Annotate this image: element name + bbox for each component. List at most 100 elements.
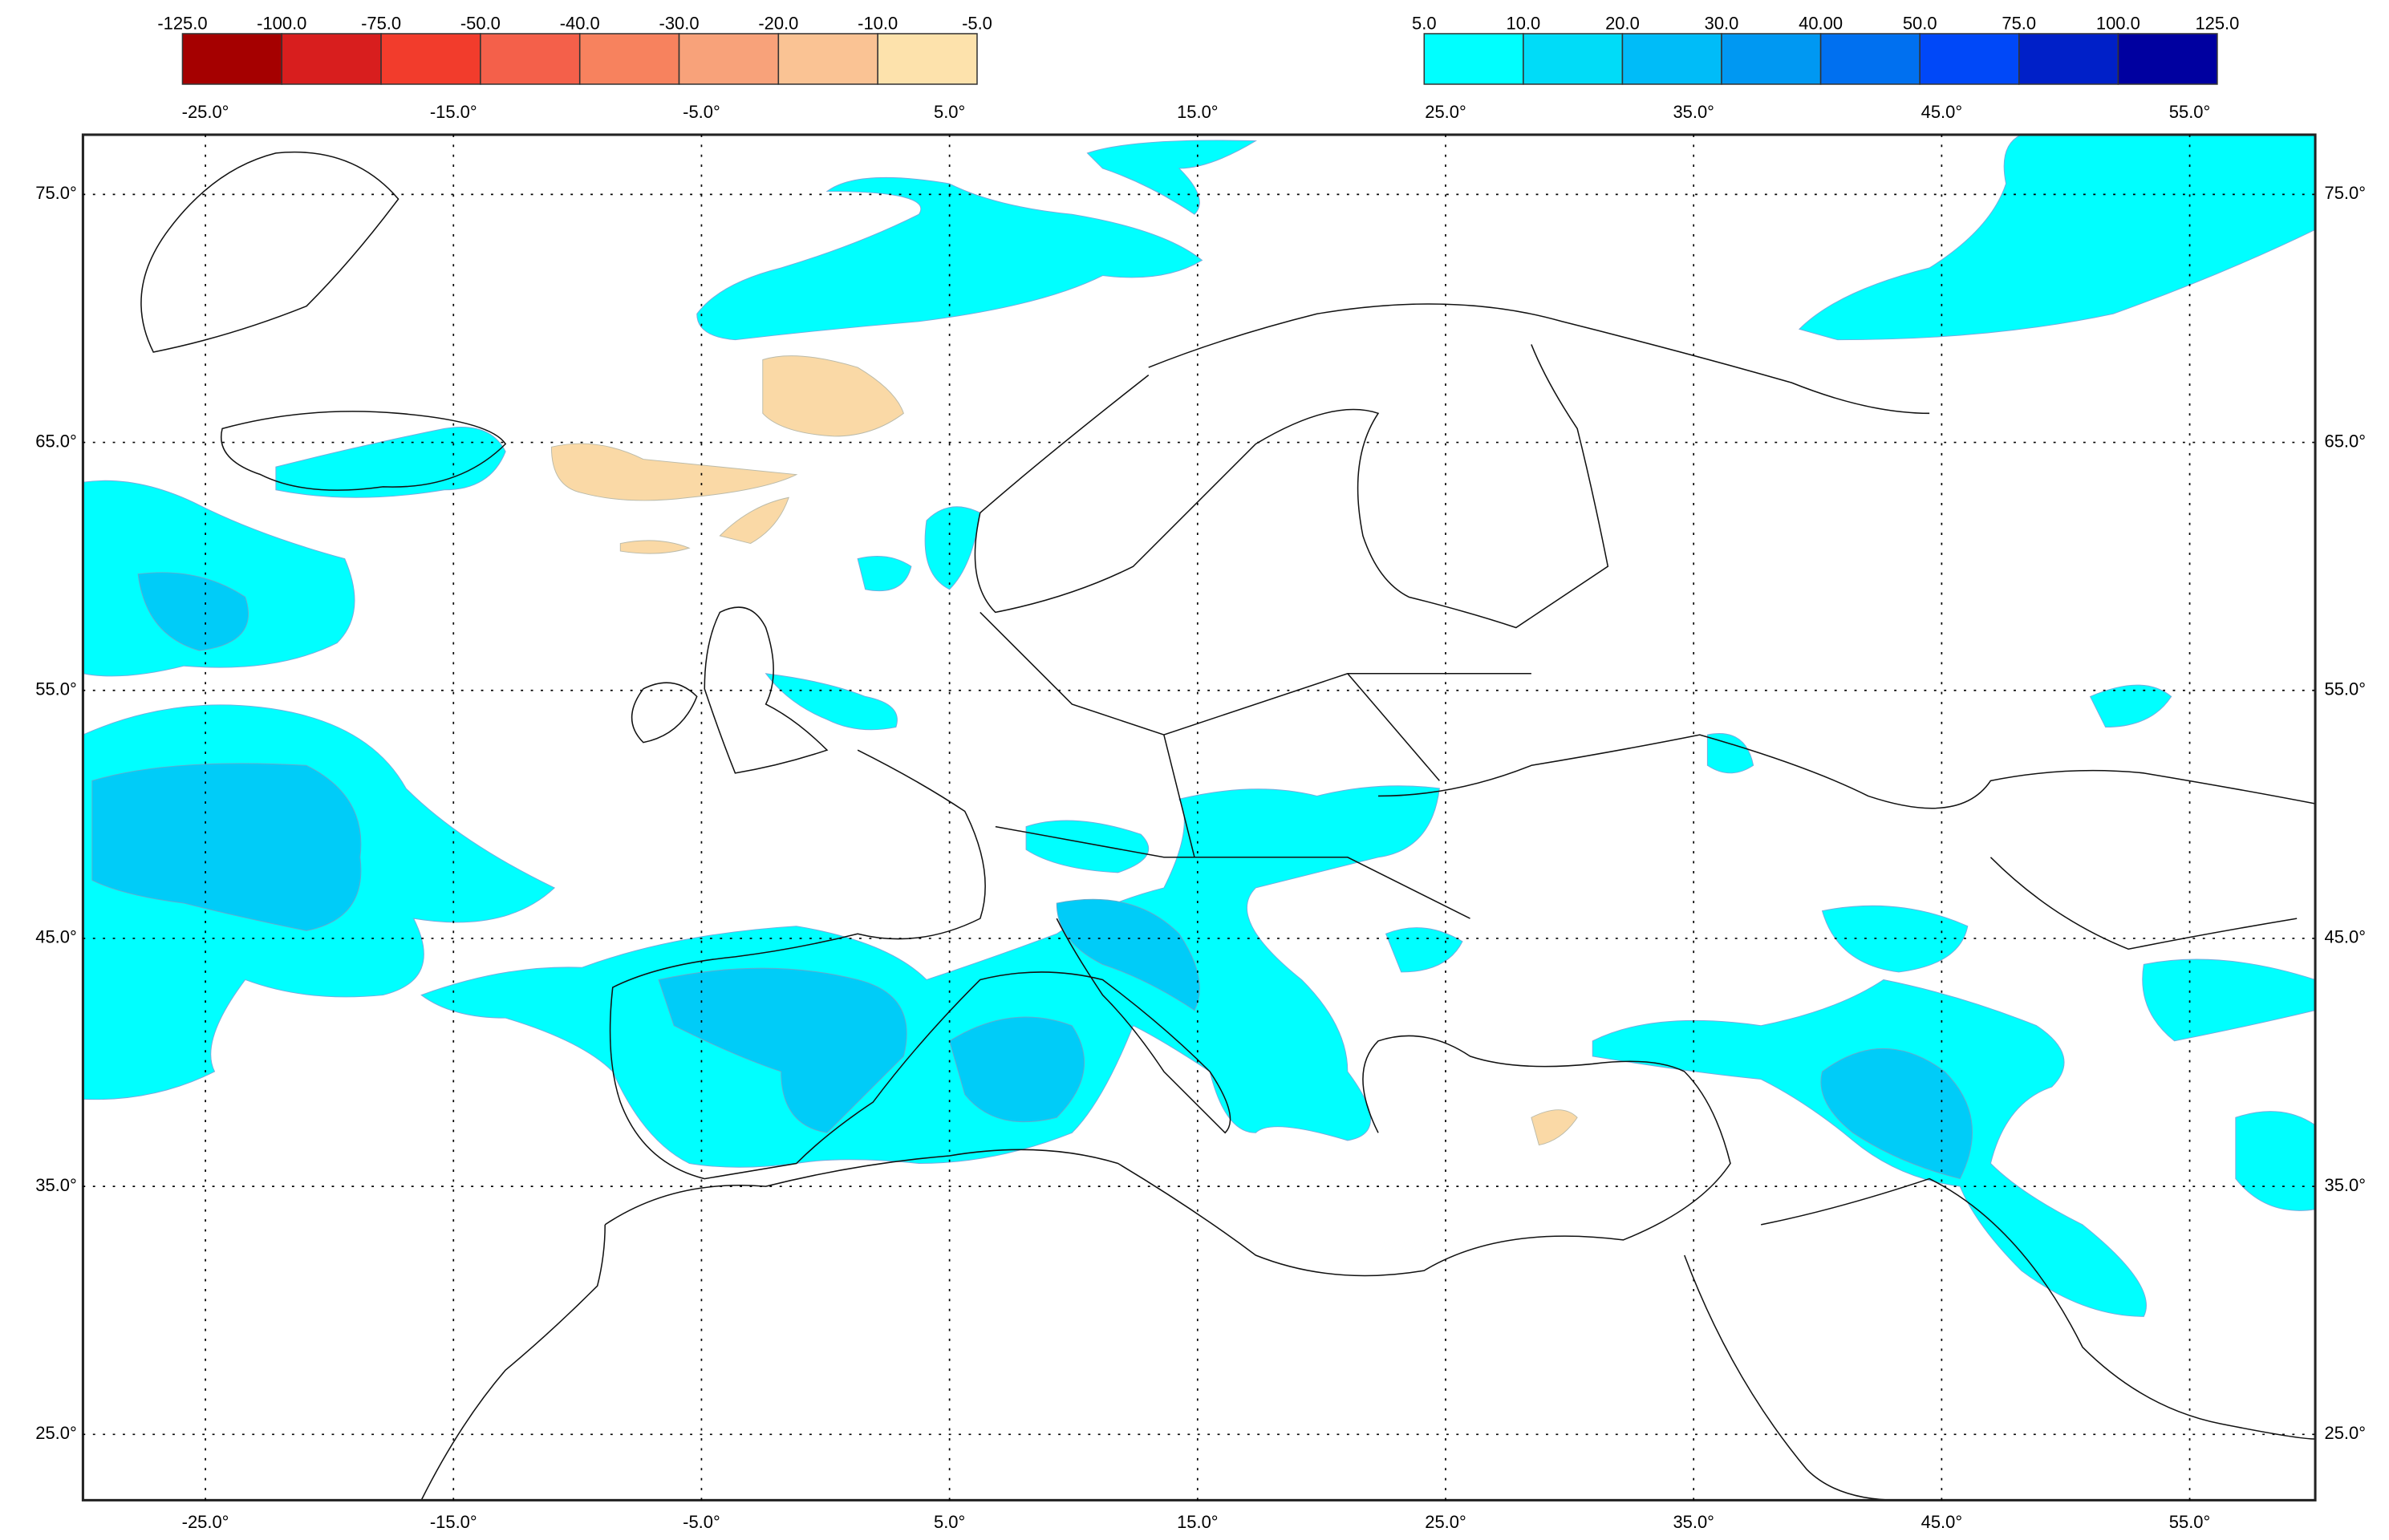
colorbar-box xyxy=(777,33,878,85)
colorbar-label: -50.0 xyxy=(460,13,501,33)
colorbar-box xyxy=(2018,33,2119,85)
lon-tick-label: -25.0° xyxy=(182,1512,229,1532)
anomaly-area xyxy=(719,496,789,545)
coastline xyxy=(221,411,507,491)
lon-tick-label: 5.0° xyxy=(934,102,965,122)
colorbar-label: 20.0 xyxy=(1605,13,1640,33)
colorbar-label: -75.0 xyxy=(361,13,401,33)
colorbar-box xyxy=(1721,33,1822,85)
anomaly-area xyxy=(696,176,1203,341)
colorbar-label: -100.0 xyxy=(257,13,306,33)
lat-tick-label: 55.0° xyxy=(35,679,76,699)
colorbar-box xyxy=(678,33,780,85)
colorbar-label: 125.0 xyxy=(2195,13,2239,33)
lon-tick-label: -15.0° xyxy=(430,1512,477,1532)
anomaly-area xyxy=(1086,140,1257,215)
colorbar-label: -5.0 xyxy=(962,13,992,33)
coastline xyxy=(604,1035,1731,1277)
lon-tick-label: 5.0° xyxy=(934,1512,965,1532)
colorbar-label: -10.0 xyxy=(858,13,898,33)
colorbar-label: 30.0 xyxy=(1705,13,1739,33)
lat-tick-label: 35.0° xyxy=(35,1175,76,1195)
anomaly-area xyxy=(550,443,798,501)
colorbar-label: -40.0 xyxy=(560,13,600,33)
lat-tick-label: 65.0° xyxy=(2325,431,2366,451)
lon-tick-label: 25.0° xyxy=(1425,102,1466,122)
coastline xyxy=(420,1177,2316,1502)
anomaly-area xyxy=(91,763,362,931)
lon-tick-label: -15.0° xyxy=(430,102,477,122)
colorbar-box xyxy=(2117,33,2218,85)
coastlines xyxy=(140,151,2316,1502)
lat-tick-label: 25.0° xyxy=(35,1423,76,1443)
colorbar-label: 75.0 xyxy=(2002,13,2036,33)
lon-tick-label: 35.0° xyxy=(1673,102,1714,122)
anomaly-area xyxy=(949,1016,1085,1123)
coastline xyxy=(1378,734,2316,950)
coastline xyxy=(631,606,829,774)
colorbar-box xyxy=(1423,33,1524,85)
lon-tick-label: 25.0° xyxy=(1425,1512,1466,1532)
colorbar-box xyxy=(480,33,581,85)
colorbar-label: 50.0 xyxy=(1903,13,1937,33)
lon-tick-label: -25.0° xyxy=(182,102,229,122)
lon-tick-label: 15.0° xyxy=(1177,102,1218,122)
lon-tick-label: 55.0° xyxy=(2169,1512,2210,1532)
lon-tick-label: 45.0° xyxy=(1921,102,1962,122)
colorbar-label: 100.0 xyxy=(2096,13,2140,33)
colorbar-box xyxy=(1523,33,1624,85)
lon-tick-label: 15.0° xyxy=(1177,1512,1218,1532)
anomaly-area xyxy=(2235,1111,2316,1211)
lon-tick-label: 45.0° xyxy=(1921,1512,1962,1532)
lat-tick-label: 25.0° xyxy=(2325,1423,2366,1443)
map-frame xyxy=(81,133,2317,1502)
colorbar-label: 10.0 xyxy=(1507,13,1541,33)
anomaly-area xyxy=(137,572,249,651)
lon-tick-label: 35.0° xyxy=(1673,1512,1714,1532)
colorbar-box xyxy=(578,33,680,85)
anomaly-area xyxy=(1820,1048,1973,1180)
colorbar-label: 5.0 xyxy=(1412,13,1437,33)
coastline xyxy=(140,151,400,353)
anomaly-area xyxy=(1592,979,2147,1317)
coastline xyxy=(974,303,1930,629)
lon-tick-label: -5.0° xyxy=(683,102,720,122)
colorbar-label: -20.0 xyxy=(758,13,798,33)
anomaly-area xyxy=(2142,958,2316,1042)
anomaly-area xyxy=(619,540,691,554)
anomaly-area xyxy=(1056,898,1200,1011)
colorbar-label: 40.00 xyxy=(1799,13,1843,33)
colorbar-box xyxy=(380,33,481,85)
anomaly-area xyxy=(658,967,907,1133)
precip-fields xyxy=(82,134,2316,1317)
lat-tick-label: 65.0° xyxy=(35,431,76,451)
lat-tick-label: 75.0° xyxy=(35,183,76,203)
anomaly-area xyxy=(1025,820,1150,873)
anomaly-area xyxy=(2089,684,2172,728)
colorbar-box xyxy=(1919,33,2020,85)
lon-tick-label: -5.0° xyxy=(683,1512,720,1532)
colorbar-label: -30.0 xyxy=(659,13,700,33)
anomaly-area xyxy=(924,506,981,590)
colorbar-box xyxy=(1819,33,1921,85)
colorbar-box xyxy=(281,33,382,85)
anomaly-area xyxy=(420,785,1440,1168)
colorbar-box xyxy=(181,33,283,85)
anomaly-area xyxy=(275,427,506,498)
lat-tick-label: 35.0° xyxy=(2325,1175,2366,1195)
anomaly-area xyxy=(1706,733,1754,774)
lat-tick-label: 55.0° xyxy=(2325,679,2366,699)
lat-tick-label: 75.0° xyxy=(2325,183,2366,203)
lat-tick-label: 45.0° xyxy=(35,927,76,947)
lon-tick-label: 55.0° xyxy=(2169,102,2210,122)
anomaly-area xyxy=(1798,134,2316,341)
colorbar-box xyxy=(877,33,978,85)
colorbar-box xyxy=(1621,33,1722,85)
border xyxy=(980,611,1531,919)
anomaly-area xyxy=(1531,1109,1578,1146)
anomaly-area xyxy=(1385,927,1463,973)
anomaly-area xyxy=(762,355,904,437)
anomaly-area xyxy=(765,673,898,731)
lat-tick-label: 45.0° xyxy=(2325,927,2366,947)
